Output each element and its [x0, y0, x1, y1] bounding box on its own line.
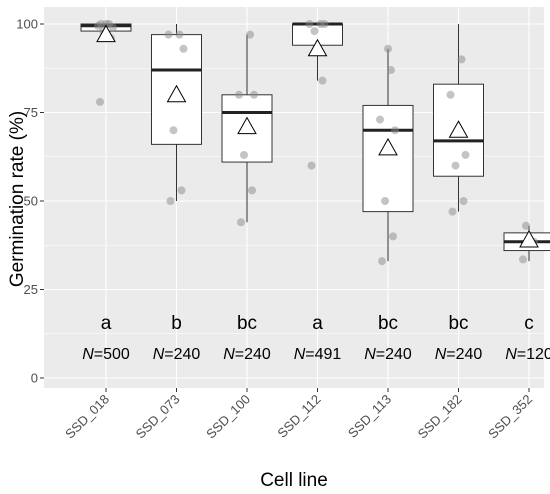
mean-marker: [307, 38, 328, 57]
box-group: [503, 221, 550, 264]
data-point: [164, 30, 173, 39]
data-point: [381, 197, 389, 205]
x-tick-label: SSD_112: [274, 392, 323, 441]
box-group: [151, 24, 202, 205]
mean-marker: [519, 229, 539, 248]
sample-size-label: N=120: [505, 346, 550, 363]
data-point: [522, 221, 530, 230]
box-iqr: [362, 104, 414, 213]
sample-size-label: N=240: [435, 346, 483, 363]
group-annotations: a N=500 b N=240 bc N=240 a N=491 bc N=240 bc N=240 c…: [82, 313, 550, 363]
x-axis: SSD_018 SSD_073 SSD_100 SSD_112 SSD_113 SSD_1…: [62, 388, 535, 441]
data-point: [519, 255, 527, 264]
significance-letter: a: [101, 313, 112, 334]
data-point: [235, 90, 243, 99]
data-point: [376, 115, 384, 124]
data-point: [378, 257, 386, 266]
mean-marker: [166, 84, 187, 103]
data-point: [305, 20, 314, 28]
data-point: [240, 150, 248, 159]
data-point: [175, 30, 184, 39]
y-tick-label: 75: [24, 105, 38, 120]
data-point: [316, 20, 325, 28]
plot-panel: [44, 7, 544, 388]
x-axis-title: Cell line: [260, 470, 328, 491]
data-point: [237, 218, 245, 227]
box-group: [362, 44, 414, 266]
data-point: [384, 44, 392, 53]
y-axis-title: Germination rate (%): [7, 111, 28, 287]
data-point: [177, 186, 186, 195]
data-point: [387, 66, 395, 75]
data-point: [97, 20, 105, 28]
mean-marker: [448, 120, 469, 138]
data-point: [461, 150, 470, 159]
x-tick-label: SSD_352: [485, 392, 535, 442]
sample-size-label: N=491: [294, 346, 342, 363]
mean-marker: [378, 137, 398, 156]
data-point: [391, 126, 399, 135]
x-tick-label: SSD_018: [62, 392, 112, 442]
box-group: [292, 20, 343, 170]
y-tick-label: 25: [24, 282, 38, 297]
box-group: [80, 20, 132, 106]
significance-letter: bc: [378, 313, 398, 334]
data-point: [457, 55, 466, 64]
data-point: [318, 76, 327, 85]
data-point: [246, 30, 254, 39]
data-point: [250, 90, 258, 99]
box-group: [433, 24, 484, 216]
y-axis: 0 25 50 75 100: [16, 17, 44, 386]
y-tick-label: 0: [31, 371, 38, 386]
box-iqr: [221, 94, 273, 163]
mean-marker: [237, 116, 257, 135]
x-tick-label: SSD_182: [415, 392, 465, 442]
data-point: [446, 90, 455, 99]
significance-letter: c: [524, 313, 534, 334]
data-point: [96, 97, 104, 106]
boxes: [80, 20, 550, 266]
x-tick-label: SSD_073: [133, 392, 183, 442]
sample-size-label: N=240: [364, 346, 412, 363]
box-group: [221, 30, 273, 227]
y-tick-label: 50: [24, 194, 38, 209]
data-point: [307, 161, 316, 170]
data-point: [389, 232, 397, 241]
sample-size-label: N=500: [82, 346, 130, 363]
data-point: [310, 27, 319, 36]
data-point: [451, 161, 460, 170]
data-point: [448, 207, 457, 216]
data-point: [169, 126, 178, 135]
data-point: [248, 186, 256, 195]
mean-marker: [96, 24, 116, 43]
data-point: [166, 197, 175, 205]
data-point: [179, 44, 188, 53]
sample-size-label: N=240: [153, 346, 201, 363]
x-tick-label: SSD_100: [203, 392, 253, 442]
x-tick-label: SSD_113: [345, 392, 394, 441]
sample-size-label: N=240: [223, 346, 271, 363]
significance-letter: b: [171, 313, 182, 334]
y-tick-label: 100: [16, 17, 38, 32]
significance-letter: bc: [448, 313, 468, 334]
significance-letter: bc: [237, 313, 257, 334]
significance-letter: a: [312, 313, 323, 334]
data-point: [459, 197, 468, 205]
